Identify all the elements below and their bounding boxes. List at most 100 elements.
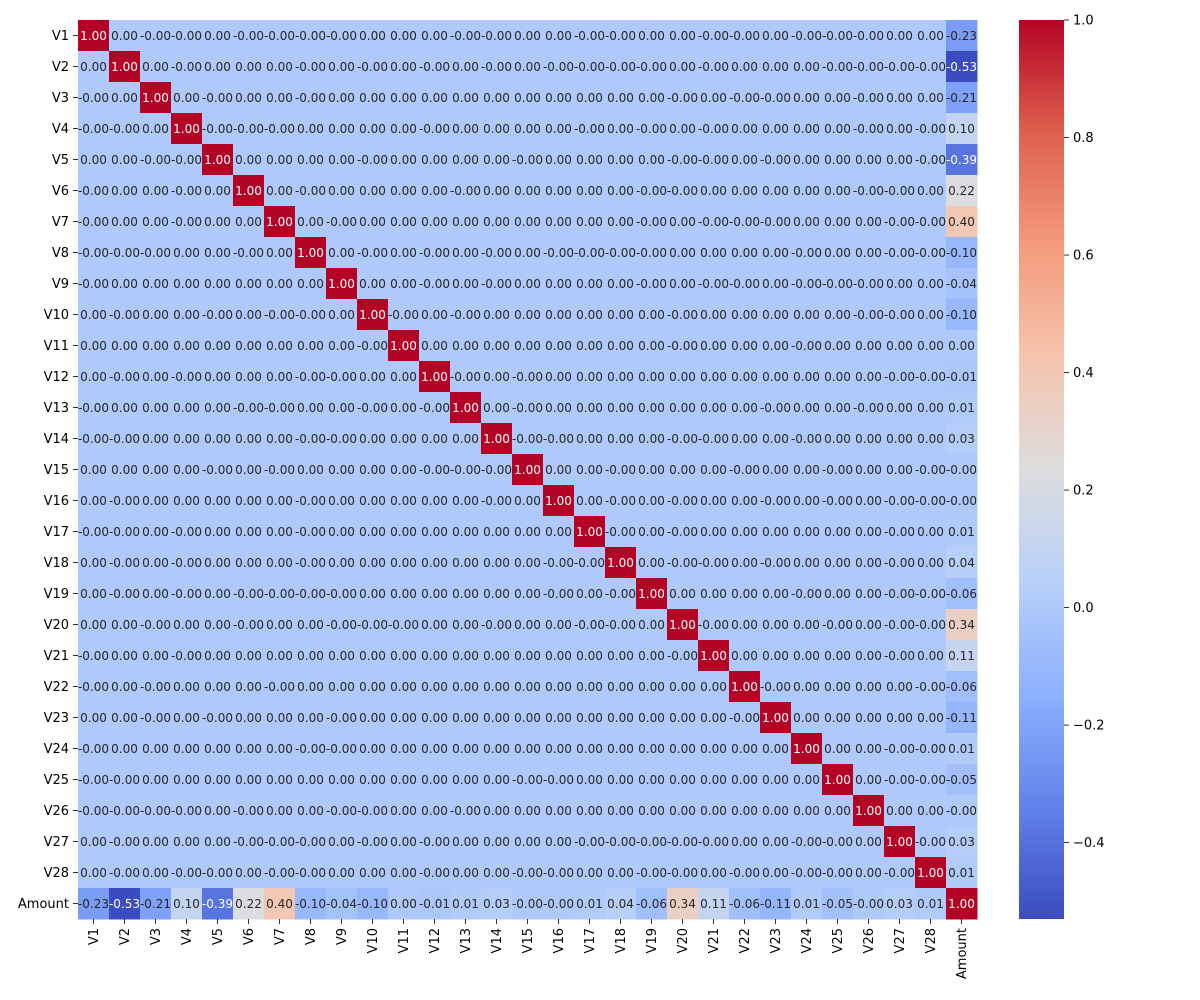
heatmap-cell: [884, 423, 916, 455]
heatmap-cell: [667, 392, 699, 424]
heatmap-cell: [791, 547, 823, 579]
heatmap-cell: [140, 547, 172, 579]
cell-value-label: 0.00: [359, 587, 386, 601]
heatmap-cell: [884, 547, 916, 579]
x-tick-label: V27: [893, 928, 908, 953]
cell-value-label: 0.00: [390, 742, 417, 756]
cell-value-label: 0.00: [917, 649, 944, 663]
cell-value-label: 1.00: [514, 463, 541, 477]
heatmap-cell: [78, 702, 110, 734]
cell-value-label: -0.00: [450, 308, 481, 322]
cell-value-label: -0.00: [543, 897, 574, 911]
heatmap-cell: [729, 826, 761, 858]
cell-value-label: 0.00: [793, 773, 820, 787]
cell-value-label: 0.00: [235, 308, 262, 322]
cell-value-label: 0.00: [824, 525, 851, 539]
heatmap-cell: [450, 640, 482, 672]
cell-value-label: 1.00: [204, 153, 231, 167]
heatmap-cell: [853, 888, 885, 920]
cell-value-label: 0.00: [669, 463, 696, 477]
heatmap-cell: [729, 857, 761, 889]
x-tick-label: V21: [707, 928, 722, 953]
heatmap-cell: [171, 578, 203, 610]
heatmap-cell: [264, 144, 296, 176]
heatmap-cell: [295, 237, 327, 269]
heatmap-cell: [791, 361, 823, 393]
cell-value-label: 0.00: [855, 835, 882, 849]
cell-value-label: 0.00: [204, 680, 231, 694]
heatmap-cell: [78, 330, 110, 362]
x-tick-label: V1: [87, 928, 102, 945]
heatmap-cell: [543, 485, 575, 517]
cell-value-label: -0.00: [357, 339, 388, 353]
heatmap-cell: [357, 485, 389, 517]
heatmap-cell: [791, 640, 823, 672]
heatmap-cell: [357, 702, 389, 734]
cell-value-label: 0.00: [855, 742, 882, 756]
heatmap-cell: [233, 175, 265, 207]
heatmap-cell: [636, 237, 668, 269]
heatmap-cell: [853, 175, 885, 207]
heatmap-cell: [698, 144, 730, 176]
cell-value-label: 0.00: [390, 277, 417, 291]
heatmap-cell: [78, 20, 110, 52]
cell-value-label: -0.00: [233, 804, 264, 818]
cell-value-label: 0.00: [390, 804, 417, 818]
cell-value-label: 0.00: [142, 432, 169, 446]
cell-value-label: -0.04: [946, 277, 977, 291]
cell-value-label: 0.00: [204, 277, 231, 291]
heatmap-cell: [233, 361, 265, 393]
cell-value-label: -0.00: [543, 60, 574, 74]
cell-value-label: -0.00: [667, 91, 698, 105]
heatmap-cell: [574, 392, 606, 424]
cell-value-label: -0.00: [760, 680, 791, 694]
cell-value-label: 0.00: [390, 649, 417, 663]
cell-value-label: 0.00: [111, 463, 138, 477]
heatmap-cell: [295, 175, 327, 207]
heatmap-cell: [481, 237, 513, 269]
cell-value-label: 0.00: [514, 711, 541, 725]
cell-value-label: 0.00: [142, 308, 169, 322]
cell-value-label: -0.00: [729, 711, 760, 725]
heatmap-cell: [698, 733, 730, 765]
heatmap-cell: [171, 702, 203, 734]
heatmap-cell: [667, 702, 699, 734]
cell-value-label: 0.00: [266, 618, 293, 632]
cell-value-label: 0.03: [948, 432, 975, 446]
heatmap-cell: [481, 20, 513, 52]
cell-value-label: -0.00: [915, 215, 946, 229]
heatmap-cell: [698, 299, 730, 331]
heatmap-cell: [698, 640, 730, 672]
heatmap-cell: [264, 578, 296, 610]
heatmap-cell: [140, 330, 172, 362]
heatmap-cell: [605, 206, 637, 238]
cell-value-label: 0.00: [638, 463, 665, 477]
heatmap-cell: [853, 485, 885, 517]
cell-value-label: -0.00: [202, 463, 233, 477]
cell-value-label: -0.00: [698, 215, 729, 229]
heatmap-cell: [605, 733, 637, 765]
cell-value-label: 0.00: [514, 184, 541, 198]
heatmap-cell: [388, 888, 420, 920]
heatmap-cell: [78, 175, 110, 207]
cell-value-label: -0.00: [78, 277, 109, 291]
cell-value-label: 0.01: [948, 401, 975, 415]
x-tick-label: V8: [304, 928, 319, 945]
cell-value-label: 0.00: [204, 835, 231, 849]
cell-value-label: -0.23: [78, 897, 109, 911]
cell-value-label: 0.00: [731, 649, 758, 663]
cell-value-label: -0.00: [853, 91, 884, 105]
cell-value-label: 0.00: [390, 680, 417, 694]
cell-value-label: 0.00: [762, 184, 789, 198]
cell-value-label: -0.00: [822, 618, 853, 632]
cell-value-label: 0.00: [824, 587, 851, 601]
cell-value-label: 0.00: [700, 246, 727, 260]
cell-value-label: 0.00: [514, 215, 541, 229]
cell-value-label: 0.00: [80, 587, 107, 601]
cell-value-label: 0.00: [328, 866, 355, 880]
cell-value-label: 0.00: [452, 339, 479, 353]
heatmap-cell: [853, 392, 885, 424]
heatmap-cell: [357, 206, 389, 238]
heatmap-cell: [636, 454, 668, 486]
heatmap-cell: [605, 268, 637, 300]
